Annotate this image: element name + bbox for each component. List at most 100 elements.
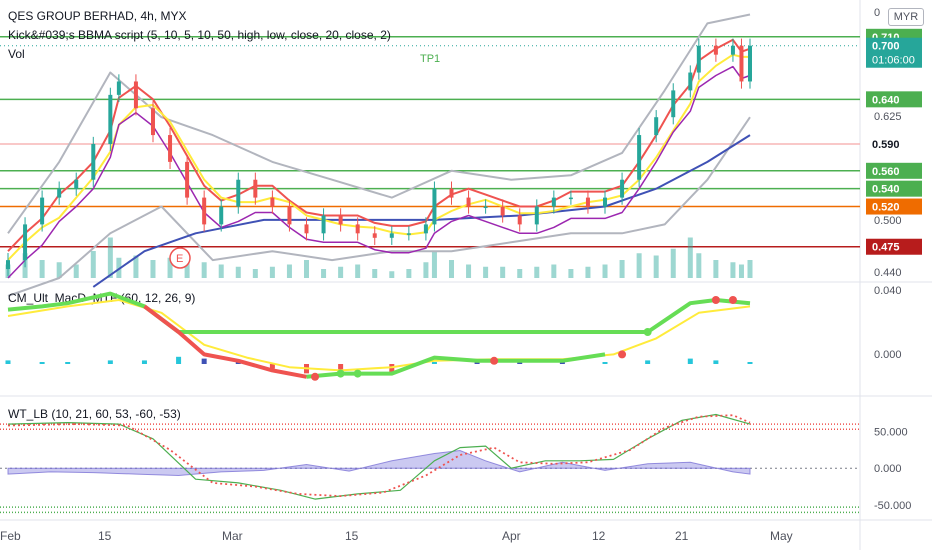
macd-hist-bar — [517, 362, 523, 364]
candle-body — [150, 108, 155, 136]
candle-body — [671, 90, 676, 118]
volume-bar — [738, 264, 744, 278]
macd-cross-dot — [711, 296, 720, 304]
candle-body — [423, 224, 428, 234]
volume-bar — [235, 266, 241, 278]
volume-bar — [619, 260, 625, 278]
level-label: 0.590 — [872, 139, 900, 151]
volume-bar — [483, 266, 489, 278]
candle-body — [603, 197, 608, 207]
level-label-box — [866, 91, 922, 108]
currency-button[interactable]: MYR — [888, 8, 924, 26]
macd-cross-dot — [728, 296, 737, 304]
macd-hist-bar — [201, 358, 207, 364]
candle-body — [133, 81, 138, 109]
candle-body — [551, 197, 556, 207]
macd-line-flat — [306, 352, 606, 379]
volume-bar — [150, 260, 156, 278]
volume-bar — [372, 269, 378, 278]
volume-bar — [252, 269, 258, 278]
volume-bar — [602, 264, 608, 278]
level-label: 0.640 — [872, 94, 900, 106]
macd-tick-label: 0.040 — [874, 285, 902, 297]
wt2-line — [7, 414, 751, 497]
candle-body — [748, 45, 752, 82]
volume-bar — [500, 266, 506, 278]
volume-bar — [551, 264, 557, 278]
volume-bar — [636, 253, 642, 278]
macd-hist-bar — [176, 356, 182, 364]
candle-body — [108, 94, 113, 144]
x-axis-label: 21 — [675, 529, 689, 543]
candle-body — [688, 72, 693, 91]
volume-bar — [747, 260, 753, 278]
wt-tick-label: 0.000 — [874, 463, 902, 475]
volume-bar — [321, 269, 327, 278]
ma5-low-line — [7, 65, 751, 279]
volume-bar — [448, 260, 454, 278]
volume-bar — [90, 251, 96, 278]
candle-body — [637, 135, 642, 180]
candle-body — [449, 188, 454, 198]
earnings-marker-label: E — [176, 253, 183, 265]
candle-body — [185, 161, 190, 198]
macd-cross-dot — [618, 350, 627, 359]
wt-tick-label: 50.000 — [874, 426, 908, 438]
volume-bar — [167, 257, 173, 278]
candle-body — [219, 206, 224, 225]
x-axis-label: 15 — [98, 529, 112, 543]
volume-bar — [423, 262, 429, 278]
level-label: 0.520 — [872, 202, 900, 214]
macd-hist-bar — [474, 362, 480, 364]
candle-body — [483, 206, 488, 209]
macd-hist-bar — [687, 358, 693, 364]
x-axis-label: 15 — [345, 529, 359, 543]
macd-cross-dot — [311, 372, 320, 381]
macd-hist-bar — [107, 360, 113, 364]
volume-bar — [201, 262, 207, 278]
candle-body — [730, 45, 735, 55]
macd-hist-bar — [338, 364, 344, 371]
candle-body — [466, 197, 471, 207]
candle-body — [517, 215, 522, 225]
macd-hist-bar — [141, 360, 147, 364]
wt-label: WT_LB (10, 21, 60, 53, -60, -53) — [8, 407, 181, 421]
macd-cross-dot — [353, 369, 362, 378]
candle-body — [406, 233, 411, 235]
candle-body — [355, 224, 360, 234]
candle-body — [713, 45, 718, 55]
macd-hist-bar — [431, 362, 437, 364]
volume-bar — [568, 269, 574, 278]
volume-bar — [338, 266, 344, 278]
wt-histogram-area — [7, 449, 751, 477]
volume-bar — [687, 237, 693, 278]
candle-body — [620, 179, 625, 198]
candle-body — [91, 144, 96, 180]
macd-hist-bar — [713, 360, 719, 364]
volume-bar — [585, 266, 591, 278]
volume-bar — [653, 255, 659, 278]
price-tick-label: 0 — [874, 7, 880, 19]
level-label: 0.475 — [872, 242, 900, 254]
level-label-box — [866, 198, 922, 215]
volume-bar — [133, 255, 139, 278]
indicator-bbma-label: Kick&#039;s BBMA script (5, 10, 5, 10, 5… — [8, 28, 391, 42]
candle-body — [696, 45, 701, 73]
candle-body — [40, 197, 45, 225]
candle-body — [534, 206, 539, 225]
macd-hist-bar — [5, 360, 11, 364]
x-axis-label: May — [770, 529, 793, 543]
macd-cross-dot — [490, 356, 499, 365]
candle-body — [500, 206, 505, 216]
candle-body — [654, 117, 659, 136]
volume-bar — [304, 260, 310, 278]
macd-signal-line — [7, 299, 751, 372]
x-axis-label: Feb — [0, 529, 21, 543]
macd-hist-bar — [269, 364, 275, 369]
candle-body — [23, 224, 28, 261]
price-tick-label: 0.500 — [874, 215, 902, 227]
candle-body — [321, 215, 326, 234]
candle-body — [287, 206, 292, 225]
candle-body — [568, 197, 573, 200]
